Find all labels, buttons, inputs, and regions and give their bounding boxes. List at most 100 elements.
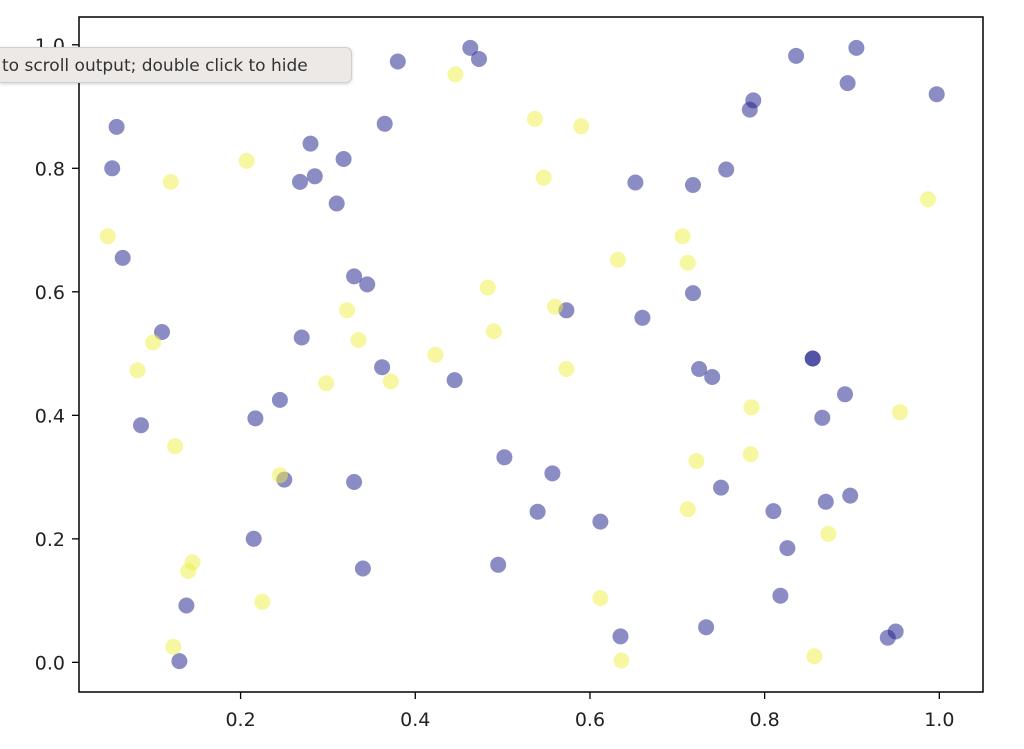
scatter-point [133, 417, 149, 434]
y-tick-label: 0.2 [35, 529, 65, 551]
scatter-point [490, 556, 507, 573]
y-tick-label: 0.4 [35, 405, 65, 427]
scatter-point [359, 276, 376, 293]
scatter-point [698, 619, 715, 636]
x-tick-label: 0.2 [225, 709, 255, 731]
x-axis: 0.2 0.4 0.6 0.8 1.0 [225, 692, 954, 731]
scatter-point [462, 39, 479, 56]
scatter-point [162, 173, 179, 190]
scatter-point [165, 638, 182, 655]
scatter-point [679, 254, 696, 271]
scatter-point [306, 168, 323, 185]
scatter-point [479, 279, 496, 296]
scatter-point [271, 391, 288, 408]
scatter-point [108, 118, 125, 135]
scatter-point [685, 285, 701, 302]
scatter-point [318, 375, 335, 392]
scatter-point [612, 628, 629, 645]
scatter-point [839, 75, 856, 92]
scatter-point [745, 92, 762, 109]
scatter-point [685, 177, 701, 193]
scatter-point [99, 228, 116, 245]
scatter-point [691, 361, 708, 377]
scatter-point [447, 66, 464, 83]
scatter-point [592, 513, 609, 530]
scatter-point [247, 410, 264, 427]
scatter-point [346, 474, 363, 490]
scatter-point [376, 115, 393, 132]
scatter-point [806, 648, 823, 665]
scatter-point [718, 161, 735, 178]
scatter-point [471, 51, 487, 67]
scatter-point [613, 652, 630, 669]
scatter-point [848, 39, 865, 56]
points-layer [99, 39, 945, 670]
scatter-point [804, 350, 821, 367]
scatter-point [254, 593, 271, 610]
scatter-point [592, 590, 609, 607]
scatter-point [713, 479, 729, 496]
scatter-point [674, 228, 691, 245]
axes-frame [78, 16, 984, 693]
scatter-point [178, 597, 195, 614]
scatter-point [535, 169, 552, 186]
scatter-point [743, 399, 760, 416]
scatter-point [788, 47, 805, 64]
scatter-point [485, 323, 502, 340]
y-tick-label: 0.8 [35, 158, 65, 180]
scatter-point [765, 503, 782, 520]
scatter-point [184, 554, 201, 571]
scatter-point [609, 251, 626, 268]
x-tick-label: 0.6 [575, 709, 605, 731]
scatter-point [779, 540, 796, 557]
scatter-point [302, 135, 319, 152]
x-tick-label: 1.0 [924, 709, 954, 731]
scatter-point [293, 329, 310, 346]
scatter-point [679, 501, 696, 518]
scatter-point [446, 372, 463, 389]
scatter-point [772, 587, 789, 604]
scatter-point [558, 361, 575, 377]
y-axis: 0.00.20.40.60.81.0 [35, 35, 79, 674]
scatter-point [887, 623, 904, 640]
scatter-point [496, 449, 513, 466]
scatter-point [573, 118, 590, 135]
scatter-point [382, 373, 399, 390]
scatter-point [328, 195, 345, 212]
scatter-point [114, 249, 131, 266]
scatter-point [374, 359, 391, 376]
scatter-point [171, 653, 188, 670]
scatter-point [627, 174, 644, 191]
scatter-point [427, 346, 444, 363]
scatter-point [688, 453, 705, 469]
scatter-point [928, 86, 945, 103]
scatter-point [145, 334, 162, 351]
scatter-point [814, 409, 831, 426]
y-tick-label: 0.6 [35, 282, 65, 304]
scatter-point [892, 404, 908, 421]
scatter-point [129, 362, 146, 379]
scatter-point [820, 525, 837, 542]
scatter-point [271, 467, 288, 484]
scatter-point [842, 487, 859, 504]
scatter-point [529, 503, 546, 520]
scatter-point [167, 438, 184, 455]
scatter-point [354, 560, 371, 577]
output-scroll-tooltip: to scroll output; double click to hide [0, 47, 352, 83]
scatter-point [526, 110, 543, 127]
x-tick-label: 0.4 [400, 709, 430, 731]
scatter-point [704, 369, 721, 385]
y-tick-label: 0.0 [35, 652, 65, 674]
scatter-point [154, 324, 170, 340]
scatter-point [104, 160, 121, 177]
scatter-point [544, 465, 561, 482]
scatter-point [634, 309, 651, 326]
scatter-point [238, 152, 255, 169]
scatter-point [350, 332, 367, 348]
scatter-point [837, 386, 853, 403]
scatter-point [292, 173, 308, 190]
scatter-point [920, 191, 936, 208]
scatter-point [389, 53, 406, 70]
scatter-point [547, 298, 563, 315]
